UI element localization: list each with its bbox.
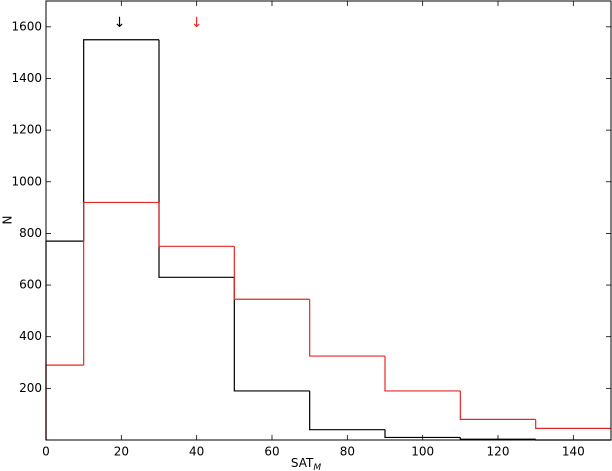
y-tick-label: 400	[19, 329, 42, 343]
histogram-step	[384, 429, 461, 439]
y-tick-label: 1200	[11, 123, 42, 137]
histogram-step	[158, 202, 235, 247]
histogram-step	[309, 390, 385, 431]
y-tick-label: 200	[19, 381, 42, 395]
histogram-step	[233, 246, 310, 300]
histogram-step	[83, 201, 159, 366]
x-tick-label: 120	[487, 445, 510, 459]
x-tick-label: 60	[264, 445, 279, 459]
y-tick-label: 800	[19, 226, 42, 240]
histogram-step	[233, 277, 310, 392]
annotation-arrow: ↓	[114, 15, 126, 31]
x-axis-label-main: SAT	[291, 456, 314, 470]
x-tick-label: 40	[189, 445, 204, 459]
histogram-step	[45, 240, 84, 440]
y-tick-label: 1400	[11, 71, 42, 85]
histogram-step	[459, 390, 536, 420]
y-tick-label: 1000	[11, 174, 42, 188]
histogram-step	[535, 419, 611, 429]
histogram-step	[459, 437, 536, 440]
x-axis-label-sub: M	[313, 463, 321, 471]
x-tick-label: 140	[562, 445, 585, 459]
x-tick-label: 80	[340, 445, 355, 459]
histogram-step	[309, 299, 385, 357]
histogram-step	[45, 364, 84, 440]
y-axis-label: N	[1, 216, 15, 225]
y-tick-label: 600	[19, 278, 42, 292]
x-tick-label: 0	[42, 445, 50, 459]
histogram-step	[83, 39, 159, 242]
x-axis-label: SATM	[291, 456, 321, 471]
plot-frame	[45, 0, 612, 441]
y-tick-label: 1600	[11, 19, 42, 33]
x-tick-label: 20	[114, 445, 129, 459]
histogram-step	[384, 356, 461, 392]
annotation-arrow: ↓	[191, 15, 203, 31]
histogram-step	[158, 39, 235, 278]
x-tick-label: 100	[411, 445, 434, 459]
